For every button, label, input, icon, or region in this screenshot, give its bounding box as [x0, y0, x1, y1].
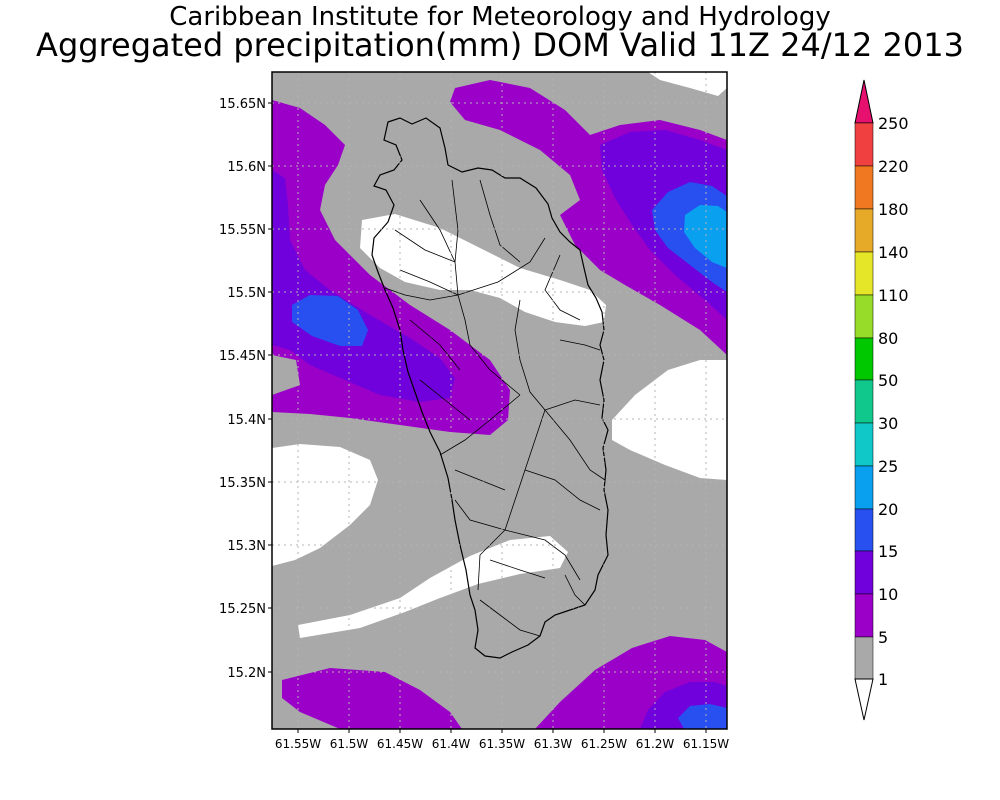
field-10-15-west: [272, 170, 455, 402]
colorbar-swatch: [854, 508, 874, 552]
lat-label: 15.35N: [219, 476, 266, 491]
colorbar-label: 1: [878, 670, 888, 689]
colorbar-swatch: [854, 294, 874, 339]
lon-label: 61.5W: [330, 737, 369, 751]
colorbar-label: 30: [878, 414, 898, 433]
lon-label: 61.45W: [377, 737, 423, 751]
lat-label: 15.25N: [219, 602, 266, 617]
gridlines: [272, 72, 727, 729]
lon-label: 61.15W: [683, 737, 729, 751]
colorbar-swatch: [854, 465, 874, 510]
lat-label: 15.6N: [227, 160, 266, 175]
colorbar-swatch: [854, 379, 874, 424]
lon-label: 61.2W: [636, 737, 675, 751]
colorbar-swatch: [854, 550, 874, 595]
lat-axis: 15.65N 15.6N 15.55N 15.5N 15.45N 15.4N 1…: [219, 97, 266, 681]
colorbar-label: 25: [878, 457, 898, 476]
lat-label: 15.65N: [219, 97, 266, 112]
lat-label: 15.2N: [227, 666, 266, 681]
dominica-outline: [371, 117, 609, 659]
colorbar-label: 15: [878, 542, 898, 561]
colorbar-swatch: [854, 337, 874, 381]
lat-label: 15.55N: [219, 223, 266, 238]
field-white-top-right: [648, 72, 727, 96]
lon-label: 61.25W: [581, 737, 627, 751]
lat-label: 15.5N: [227, 286, 266, 301]
field-15-20-southeast: [678, 704, 727, 729]
colorbar-bottom-arrow: [854, 678, 874, 721]
colorbar-label: 20: [878, 500, 898, 519]
colorbar-swatch: [854, 208, 874, 253]
lon-label: 61.3W: [534, 737, 573, 751]
colorbar-label: 250: [878, 114, 909, 133]
colorbar-top-arrow: [854, 79, 874, 124]
precipitation-field: [272, 72, 727, 729]
field-20-25-northeast: [684, 205, 727, 268]
chart-subtitle: Aggregated precipitation(mm) DOM Valid 1…: [36, 26, 964, 64]
field-white-east: [612, 360, 727, 480]
chart-title: Caribbean Institute for Meteorology and …: [169, 2, 831, 32]
colorbar-swatch: [854, 165, 874, 210]
field-white-north-island: [360, 214, 606, 326]
colorbar-label: 220: [878, 157, 909, 176]
field-5-10-southwest: [282, 668, 462, 729]
colorbar-swatch: [854, 422, 874, 467]
colorbar-label: 10: [878, 585, 898, 604]
map-frame: [271, 71, 728, 730]
colorbar-swatch: [854, 593, 874, 638]
lon-axis: 61.55W 61.5W 61.45W 61.4W 61.35W 61.3W 6…: [275, 737, 729, 751]
colorbar-label: 110: [878, 286, 909, 305]
colorbar-swatch: [854, 122, 874, 167]
colorbar-label: 180: [878, 200, 909, 219]
lat-label: 15.45N: [219, 349, 266, 364]
colorbar: 250 220 180 140 110 80 50 30 25 20 15 10…: [854, 79, 909, 721]
colorbar-label: 50: [878, 371, 898, 390]
lat-label: 15.3N: [227, 539, 266, 554]
lon-label: 61.4W: [432, 737, 471, 751]
colorbar-swatch: [854, 636, 874, 680]
colorbar-label: 5: [878, 628, 888, 647]
lat-label: 15.4N: [227, 413, 266, 428]
lon-label: 61.55W: [275, 737, 321, 751]
colorbar-label: 140: [878, 243, 909, 262]
field-white-south: [298, 536, 568, 638]
colorbar-swatch: [854, 251, 874, 296]
watershed-lines: [384, 179, 606, 637]
lon-label: 61.35W: [479, 737, 525, 751]
colorbar-label: 80: [878, 329, 898, 348]
